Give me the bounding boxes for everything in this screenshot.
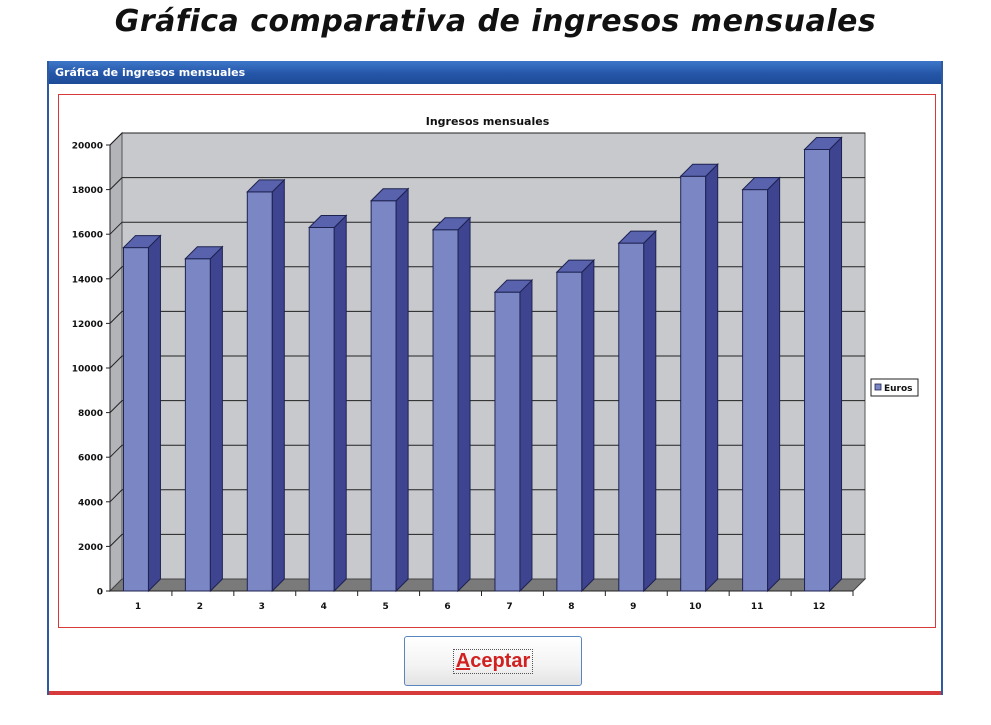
gridline [109, 132, 865, 146]
gridline [109, 489, 865, 503]
bar-top [679, 163, 719, 177]
bar-side [457, 216, 471, 593]
x-tick-label: 8 [568, 602, 574, 612]
x-tick-label: 3 [259, 602, 265, 612]
y-tick-label: 10000 [72, 365, 103, 375]
chart-title: Ingresos mensuales [426, 115, 550, 128]
bar [680, 175, 707, 592]
window-bottom-border [49, 691, 941, 695]
bar [246, 191, 273, 592]
legend-box [870, 378, 919, 397]
y-tick-label: 2000 [78, 543, 103, 553]
gridline [109, 533, 865, 547]
bar [556, 271, 583, 592]
bar [432, 229, 459, 592]
y-tick-label: 8000 [78, 409, 103, 419]
bar-top [617, 230, 657, 244]
bar-side [271, 178, 285, 593]
bar-side [395, 187, 409, 593]
accept-label-rest: ceptar [470, 649, 531, 672]
bar-side [643, 229, 657, 593]
bar [308, 227, 335, 592]
x-tick-label: 9 [630, 602, 636, 612]
bar-side [581, 258, 595, 593]
y-tick-label: 0 [97, 588, 103, 598]
y-tick-label: 18000 [72, 186, 103, 196]
bar [742, 189, 769, 592]
gridline [109, 444, 865, 458]
bar-top [431, 217, 472, 231]
y-tick-label: 16000 [72, 231, 103, 241]
bar-side [829, 136, 843, 593]
x-tick-label: 1 [135, 602, 141, 612]
legend-label: Euros [884, 384, 913, 394]
x-tick-label: 6 [444, 602, 450, 612]
gridline [109, 400, 865, 413]
bar-top [803, 136, 843, 150]
chart-window: Gráfica de ingresos mensuales 0 2000 4000 6… [47, 61, 943, 695]
gridline [109, 266, 865, 280]
bar-side [147, 234, 161, 593]
bar-side [705, 163, 719, 593]
bar-side [767, 176, 781, 593]
bar-top [246, 179, 286, 193]
chart-frame: 0 2000 4000 6000 8000 10000 12000 14000 16000 180… [58, 94, 936, 628]
bar-top [184, 246, 224, 260]
gridline [109, 355, 865, 369]
bar-top [741, 177, 781, 191]
x-tick-label: 2 [197, 602, 203, 612]
gridline [109, 221, 865, 235]
bar-top [493, 279, 534, 293]
accept-button-label: Aceptar [452, 648, 534, 674]
window-titlebar[interactable]: Gráfica de ingresos mensuales [49, 61, 941, 84]
x-tick-label: 7 [506, 602, 512, 612]
y-tick-label: 14000 [72, 275, 103, 285]
bar-side [209, 245, 223, 593]
accept-mnemonic: A [455, 649, 471, 672]
bar [804, 148, 831, 592]
bar-top [122, 235, 162, 249]
accept-button[interactable]: Aceptar [404, 636, 582, 686]
bar [370, 200, 397, 592]
x-tick-label: 5 [382, 602, 388, 612]
bar [494, 291, 521, 592]
x-tick-label: 11 [751, 602, 764, 612]
y-tick-label: 4000 [78, 498, 103, 508]
bar [618, 242, 645, 592]
page-heading: Gráfica comparativa de ingresos mensuale… [114, 4, 877, 39]
y-tick-label: 12000 [72, 320, 103, 330]
bar-chart: 0 2000 4000 6000 8000 10000 12000 14000 16000 180… [72, 115, 919, 612]
x-tick-label: 4 [321, 602, 327, 612]
bar-top [308, 215, 348, 229]
bar [122, 247, 149, 592]
gridline [109, 310, 865, 324]
bar-top [369, 188, 410, 202]
x-tick-label: 10 [689, 602, 702, 612]
x-tick-label: 12 [813, 602, 826, 612]
bar-side [333, 214, 347, 593]
y-tick-label: 20000 [72, 142, 103, 152]
gridline [109, 177, 865, 190]
bar-side [519, 278, 533, 593]
legend-swatch [874, 383, 882, 391]
bar [184, 258, 211, 592]
bar-top [555, 259, 596, 273]
y-tick-label: 6000 [78, 454, 103, 464]
